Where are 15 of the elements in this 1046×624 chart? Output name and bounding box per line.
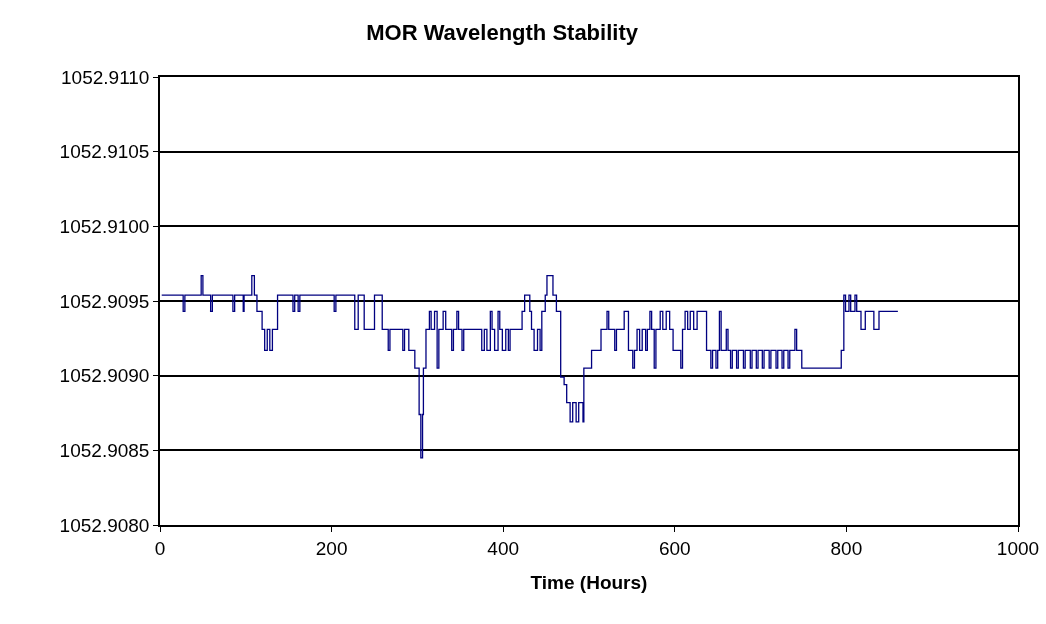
- x-tick-label: 0: [154, 537, 166, 559]
- x-tick-label: 800: [830, 537, 863, 559]
- x-axis-title: Time (Hours): [530, 571, 648, 593]
- chart-title: MOR Wavelength Stability: [366, 20, 639, 46]
- x-tick-label: 1000: [996, 537, 1040, 559]
- y-tick-label: 1052.9105: [59, 141, 150, 163]
- y-tick-label: 1052.9090: [59, 365, 150, 387]
- y-tick-label: 1052.9080: [59, 514, 150, 536]
- y-tick-label: 1052.9095: [59, 290, 150, 312]
- x-tick-label: 400: [487, 537, 520, 559]
- y-tick-label: 1052.9100: [59, 215, 150, 237]
- x-tick-label: 600: [658, 537, 691, 559]
- x-tick-label: 200: [315, 537, 348, 559]
- y-tick-label: 1052.9110: [61, 66, 150, 88]
- y-tick-label: 1052.9085: [59, 439, 150, 461]
